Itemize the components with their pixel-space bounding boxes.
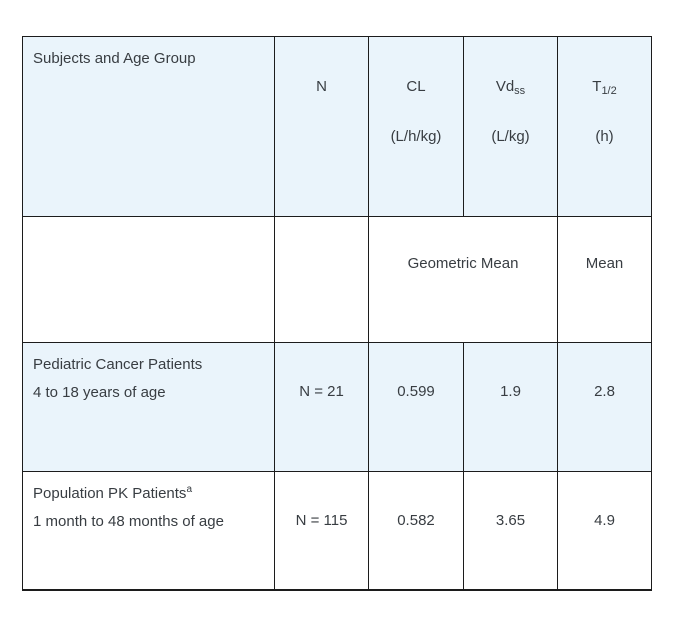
vdss-symbol-main: Vd (495, 78, 515, 95)
group-name-text: Population PK Patients (33, 485, 187, 502)
stat-labels-row: Geometric Mean Mean (22, 216, 652, 343)
row-cell-n: N = 21 (274, 342, 369, 472)
vdss-unit: (L/kg) (491, 128, 530, 145)
row-cell-vdss: 1.9 (463, 342, 558, 472)
row-cell-t12: 2.8 (557, 342, 652, 472)
n-symbol: N (316, 78, 327, 95)
row-cell-name: Population PK Patientsa 1 month to 48 mo… (22, 471, 275, 590)
header-row: Subjects and Age Group N CL (L/h/kg) Vds… (22, 36, 652, 217)
group-name-line1: Pediatric Cancer Patients (33, 351, 262, 379)
row-cell-t12: 4.9 (557, 471, 652, 590)
vdss-symbol-subscript: ss (514, 85, 526, 97)
pk-parameters-table: Subjects and Age Group N CL (L/h/kg) Vds… (22, 36, 652, 591)
stat-cell-empty-subjects (22, 216, 275, 343)
footnote-superscript: a (186, 484, 192, 495)
cl-unit: (L/h/kg) (390, 128, 442, 145)
cl-symbol: CL (406, 78, 426, 95)
t12-symbol-main: T (592, 78, 602, 95)
row-cell-name: Pediatric Cancer Patients 4 to 18 years … (22, 342, 275, 472)
header-cell-n: N (274, 36, 369, 217)
group-name-line1: Population PK Patientsa (33, 480, 262, 508)
subjects-header-label: Subjects and Age Group (33, 50, 196, 67)
group-age-line2: 4 to 18 years of age (33, 384, 166, 401)
geometric-mean-label: Geometric Mean (407, 255, 519, 272)
t12-symbol-subscript: 1/2 (601, 85, 617, 97)
group-age-line2: 1 month to 48 months of age (33, 513, 224, 530)
table-row-population-pk: Population PK Patientsa 1 month to 48 mo… (22, 471, 652, 590)
stat-cell-geometric-mean: Geometric Mean (368, 216, 558, 343)
stat-cell-mean: Mean (557, 216, 652, 343)
header-cell-vdss: Vdss (L/kg) (463, 36, 558, 217)
table-row-pediatric: Pediatric Cancer Patients 4 to 18 years … (22, 342, 652, 472)
row-cell-n: N = 115 (274, 471, 369, 590)
mean-label: Mean (585, 255, 624, 272)
row-cell-vdss: 3.65 (463, 471, 558, 590)
t12-symbol: T1/2 (558, 73, 651, 101)
vdss-symbol: Vdss (464, 73, 557, 101)
row-cell-cl: 0.582 (368, 471, 464, 590)
row-cell-cl: 0.599 (368, 342, 464, 472)
header-cell-t12: T1/2 (h) (557, 36, 652, 217)
group-name-text: Pediatric Cancer Patients (33, 356, 203, 373)
t12-unit: (h) (595, 128, 614, 145)
header-cell-subjects: Subjects and Age Group (22, 36, 275, 217)
stat-cell-empty-n (274, 216, 369, 343)
header-cell-cl: CL (L/h/kg) (368, 36, 464, 217)
